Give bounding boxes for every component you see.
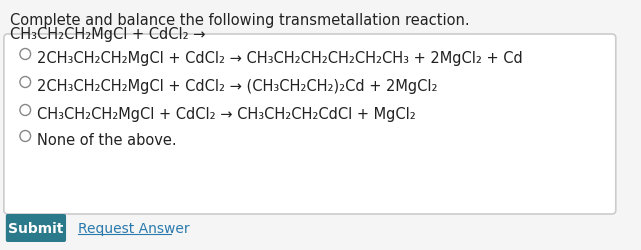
Text: None of the above.: None of the above. [37,132,176,148]
Circle shape [20,105,31,116]
Circle shape [20,49,31,60]
Text: Request Answer: Request Answer [78,221,189,235]
Text: Submit: Submit [8,221,63,235]
Text: CH₃CH₂CH₂MgCl + CdCl₂ → CH₃CH₂CH₂CdCl + MgCl₂: CH₃CH₂CH₂MgCl + CdCl₂ → CH₃CH₂CH₂CdCl + … [37,106,415,122]
FancyBboxPatch shape [4,35,616,214]
Text: 2CH₃CH₂CH₂MgCl + CdCl₂ → CH₃CH₂CH₂CH₂CH₂CH₃ + 2MgCl₂ + Cd: 2CH₃CH₂CH₂MgCl + CdCl₂ → CH₃CH₂CH₂CH₂CH₂… [37,51,522,66]
Text: CH₃CH₂CH₂MgCl + CdCl₂ →: CH₃CH₂CH₂MgCl + CdCl₂ → [10,27,205,42]
Circle shape [20,77,31,88]
FancyBboxPatch shape [6,214,66,242]
Circle shape [20,131,31,142]
Text: Complete and balance the following transmetallation reaction.: Complete and balance the following trans… [10,13,469,28]
Text: 2CH₃CH₂CH₂MgCl + CdCl₂ → (CH₃CH₂CH₂)₂Cd + 2MgCl₂: 2CH₃CH₂CH₂MgCl + CdCl₂ → (CH₃CH₂CH₂)₂Cd … [37,79,437,94]
